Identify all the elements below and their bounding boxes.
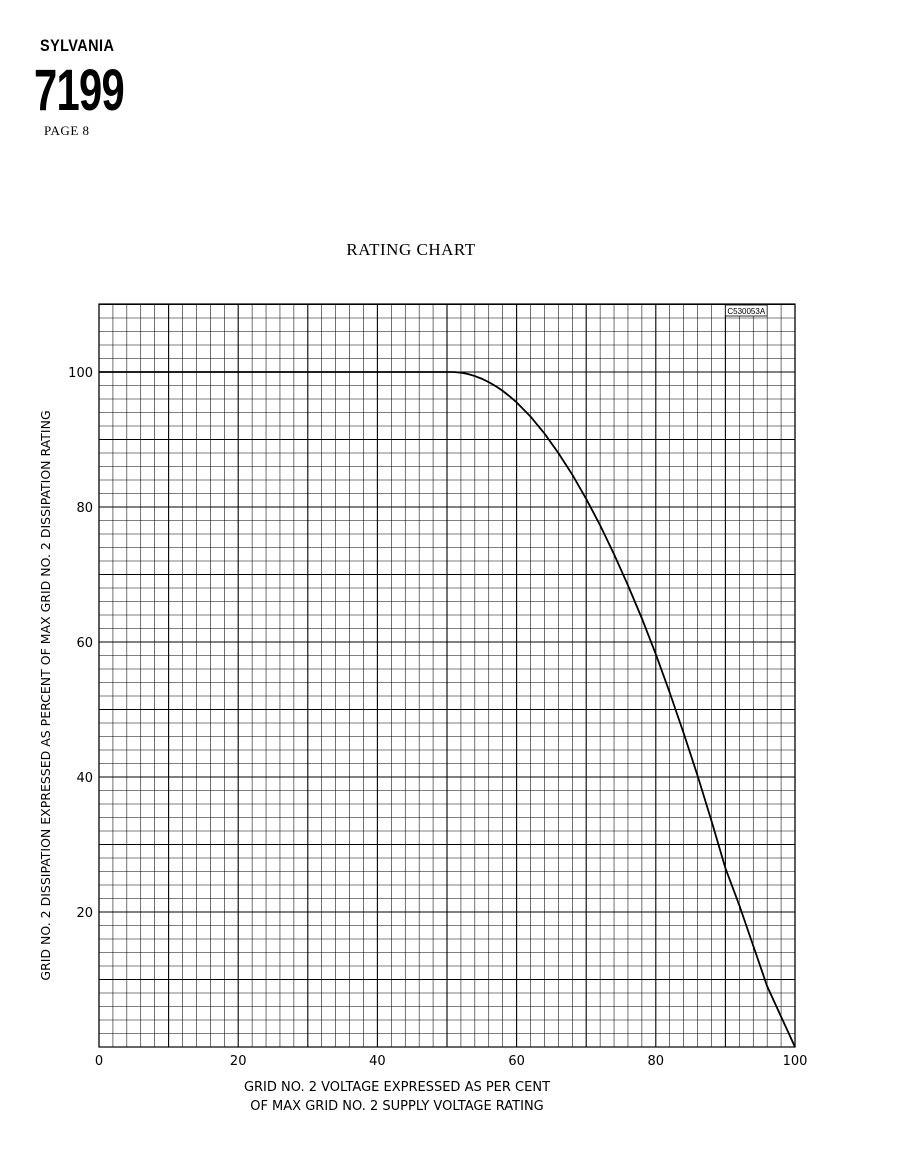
x-tick-label: 100 xyxy=(783,1054,808,1069)
x-tick-label: 40 xyxy=(369,1054,386,1069)
y-tick-label: 20 xyxy=(76,906,93,921)
y-tick-label: 80 xyxy=(76,501,93,516)
x-tick-label: 60 xyxy=(508,1054,525,1069)
x-tick-label: 20 xyxy=(230,1054,247,1069)
plot-frame xyxy=(98,303,796,1048)
x-tick-label: 80 xyxy=(648,1054,665,1069)
x-axis-label-line2: OF MAX GRID NO. 2 SUPPLY VOLTAGE RATING xyxy=(250,1099,544,1114)
y-tick-label: 100 xyxy=(68,366,93,381)
page-number: PAGE 8 xyxy=(44,123,90,138)
y-axis-label: GRID NO. 2 DISSIPATION EXPRESSED AS PERC… xyxy=(38,410,53,980)
y-tick-label: 60 xyxy=(76,636,93,651)
chart-title: RATING CHART xyxy=(346,240,476,259)
rating-curve xyxy=(99,371,796,1048)
y-tick-label: 40 xyxy=(76,771,93,786)
major-grid xyxy=(98,303,796,1048)
brand-name: SYLVANIA xyxy=(40,36,115,55)
drawing-code-box xyxy=(725,304,768,317)
x-tick-label: 0 xyxy=(95,1054,103,1069)
drawing-code: C530053A xyxy=(727,307,765,316)
tube-model-number: 7199 xyxy=(34,58,125,123)
tick-labels: 0 20 40 60 80 100 20 40 60 80 100 xyxy=(68,366,807,1069)
x-axis-label-line1: GRID NO. 2 VOLTAGE EXPRESSED AS PER CENT xyxy=(244,1080,550,1095)
